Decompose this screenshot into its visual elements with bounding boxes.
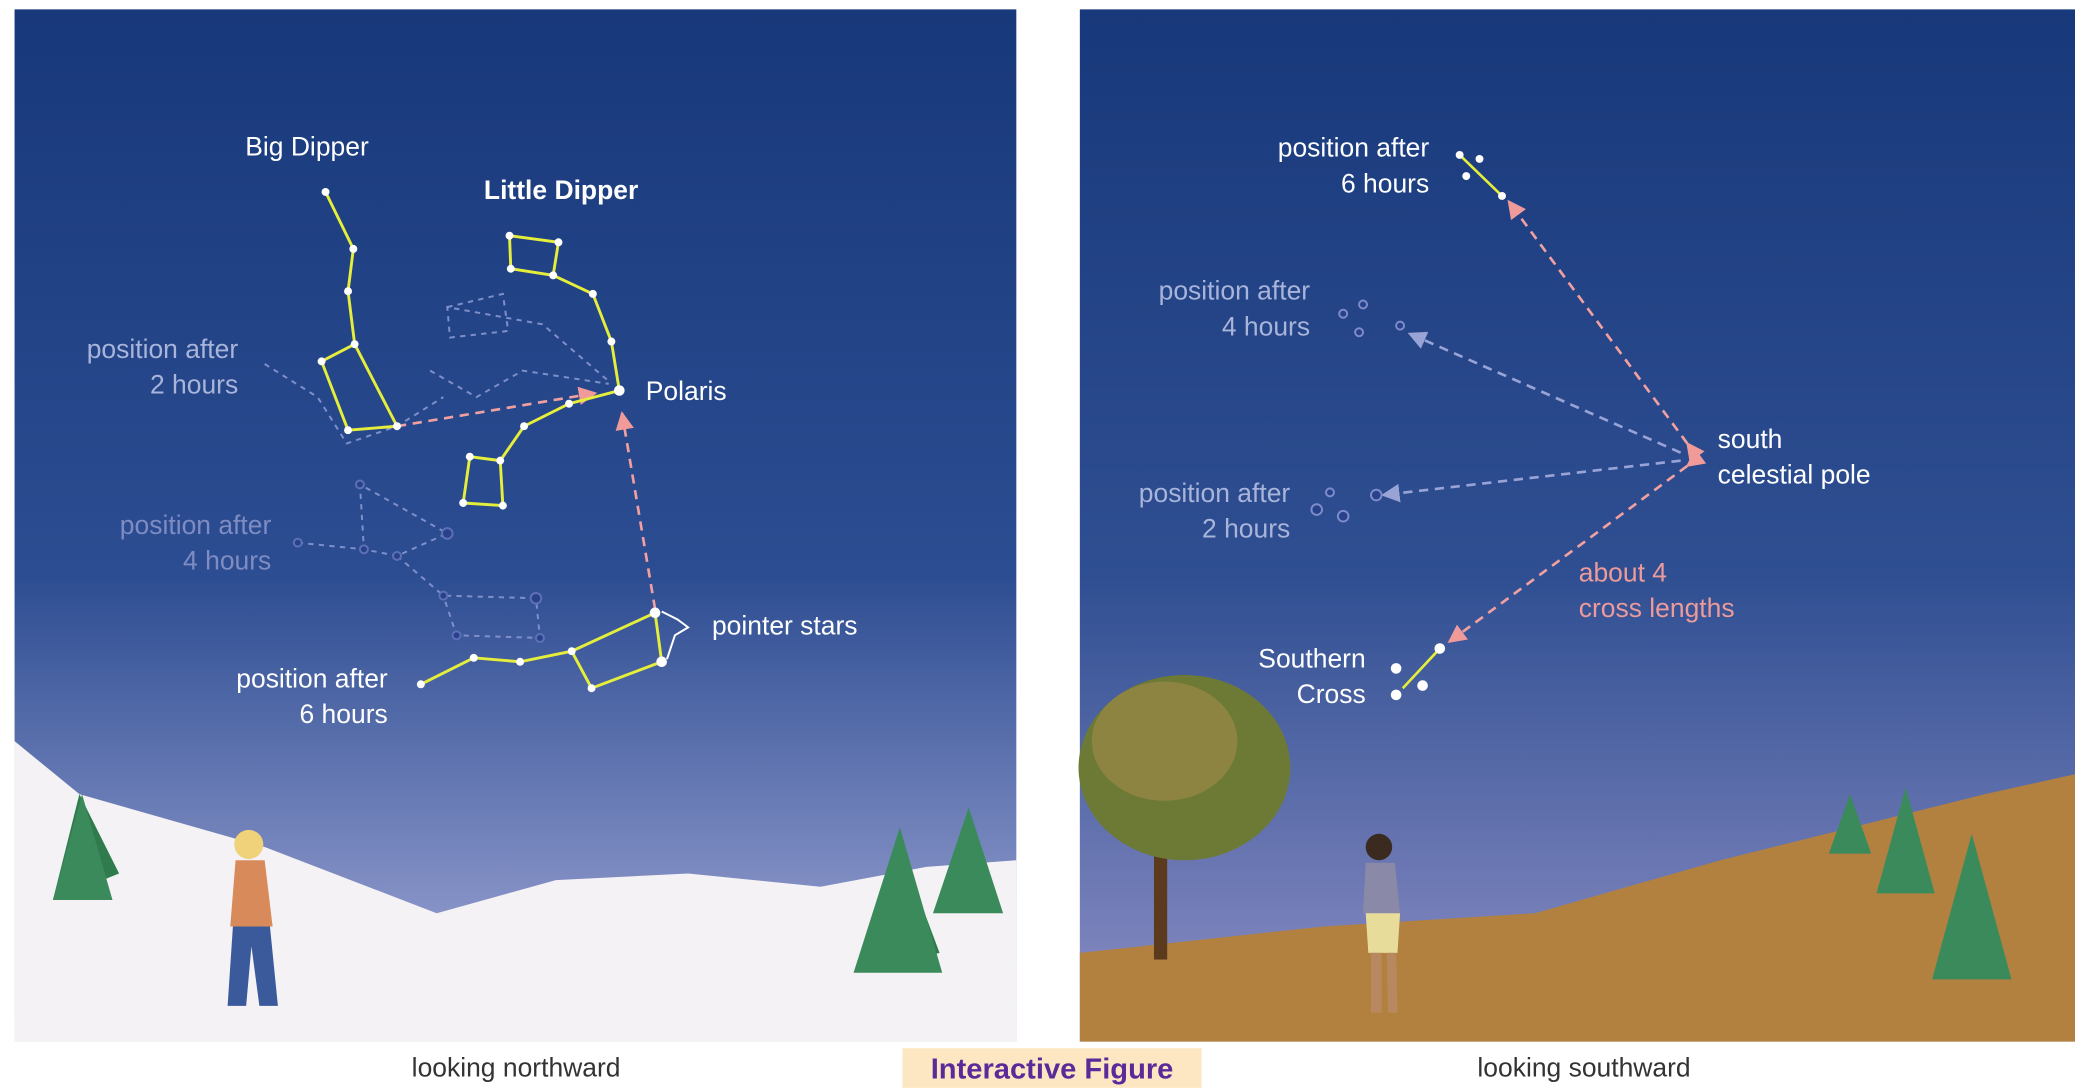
label-line: cross lengths xyxy=(1579,593,1735,623)
label-line: 4 hours xyxy=(183,546,271,576)
label-line: about 4 xyxy=(1579,557,1667,587)
label-line: 6 hours xyxy=(300,699,388,729)
label-line: celestial pole xyxy=(1718,459,1871,489)
caption: looking northward xyxy=(412,1052,621,1082)
label-line: position after xyxy=(1139,478,1291,508)
label-line: Little Dipper xyxy=(484,175,638,205)
caption: looking southward xyxy=(1477,1052,1690,1082)
label-line: position after xyxy=(1159,276,1311,306)
interactive-figure-button[interactable]: Interactive Figure xyxy=(903,1048,1202,1088)
label-line: position after xyxy=(120,510,272,540)
figure: Interactive Figure Big Dipper Little Dipp… xyxy=(0,0,2075,1088)
label-line: Cross xyxy=(1297,679,1366,709)
button-label[interactable]: Interactive Figure xyxy=(931,1053,1174,1085)
label-line: 2 hours xyxy=(1202,514,1290,544)
page: Interactive Figure Big Dipper Little Dipp… xyxy=(0,0,2075,1088)
label-line: Southern xyxy=(1258,643,1365,673)
label-line: 4 hours xyxy=(1222,311,1310,341)
label-line: 6 hours xyxy=(1341,168,1429,198)
label-line: Polaris xyxy=(646,376,727,406)
label-line: position after xyxy=(1278,133,1430,163)
label-line: 2 hours xyxy=(150,370,238,400)
label-line: position after xyxy=(236,663,388,693)
label-line: pointer stars xyxy=(712,610,858,640)
label-line: position after xyxy=(87,334,239,364)
label-line: Big Dipper xyxy=(245,131,369,161)
label-line: south xyxy=(1718,424,1783,454)
